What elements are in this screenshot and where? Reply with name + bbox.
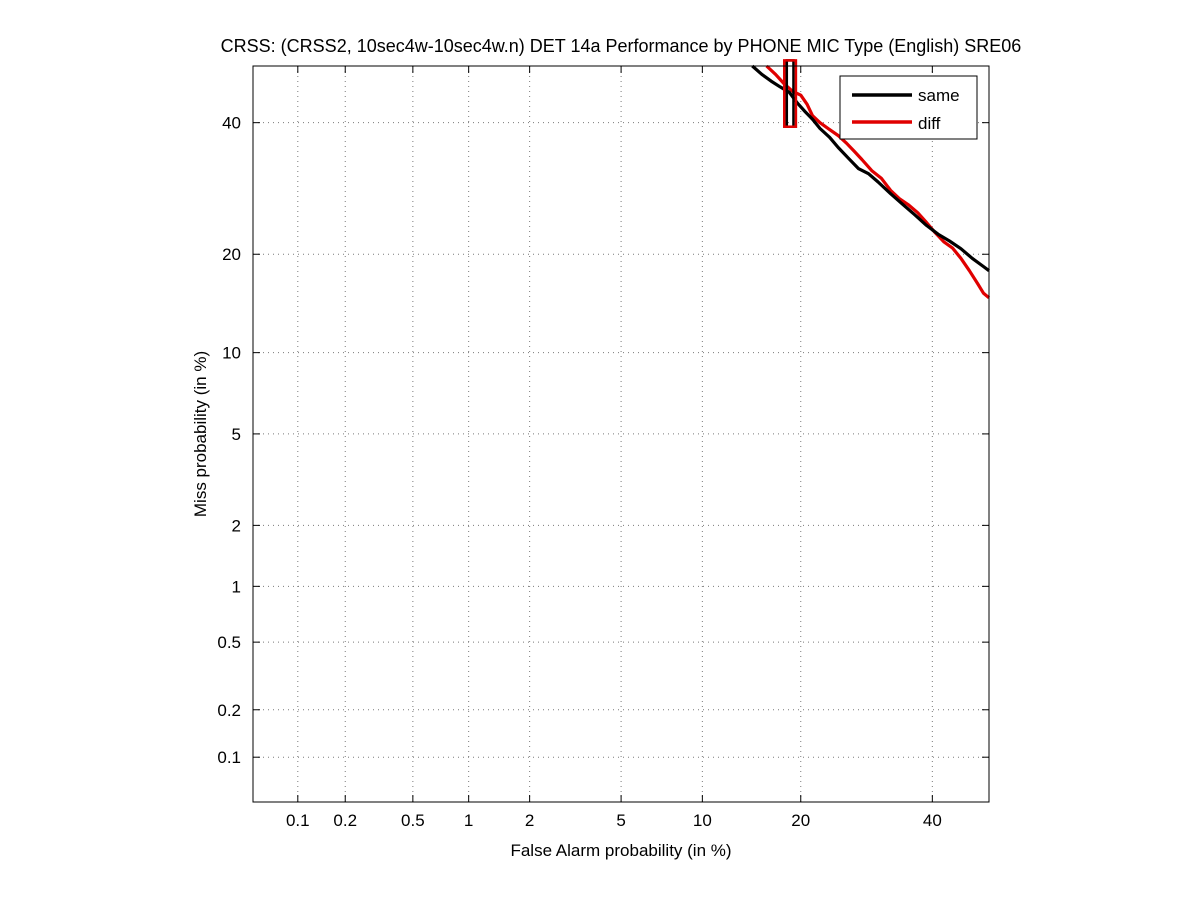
- chart-title: CRSS: (CRSS2, 10sec4w-10sec4w.n) DET 14a…: [221, 36, 1022, 56]
- x-tick-label: 40: [923, 811, 942, 830]
- y-tick-label: 2: [232, 516, 241, 535]
- y-tick-label: 0.1: [217, 748, 241, 767]
- y-tick-label: 0.5: [217, 633, 241, 652]
- y-tick-label: 40: [222, 114, 241, 133]
- x-tick-label: 0.1: [286, 811, 310, 830]
- y-tick-label: 5: [232, 425, 241, 444]
- legend: same diff: [839, 75, 978, 140]
- series-line-diff: [765, 64, 991, 300]
- y-tick-label: 0.2: [217, 701, 241, 720]
- x-tick-label: 20: [791, 811, 810, 830]
- y-tick-label: 10: [222, 344, 241, 363]
- legend-label-same: same: [918, 86, 960, 105]
- y-tick-label: 20: [222, 245, 241, 264]
- series-line-same: [751, 64, 990, 272]
- x-tick-label: 5: [616, 811, 625, 830]
- x-tick-label: 0.5: [401, 811, 425, 830]
- x-tick-label: 0.2: [333, 811, 357, 830]
- y-tick-label: 1: [232, 577, 241, 596]
- series-lines: [751, 59, 991, 300]
- ticks: 0.1 0.2 0.5 1 2 5 10 20 40 0.1 0.2 0.5 1 2 5 10 20 40: [217, 66, 989, 830]
- marker-diff: [783, 59, 798, 128]
- x-tick-label: 10: [693, 811, 712, 830]
- x-tick-label: 1: [464, 811, 473, 830]
- legend-label-diff: diff: [918, 114, 941, 133]
- x-axis-label: False Alarm probability (in %): [510, 841, 731, 860]
- x-tick-label: 2: [525, 811, 534, 830]
- legend-box: [839, 75, 978, 140]
- y-axis-label: Miss probability (in %): [191, 351, 210, 517]
